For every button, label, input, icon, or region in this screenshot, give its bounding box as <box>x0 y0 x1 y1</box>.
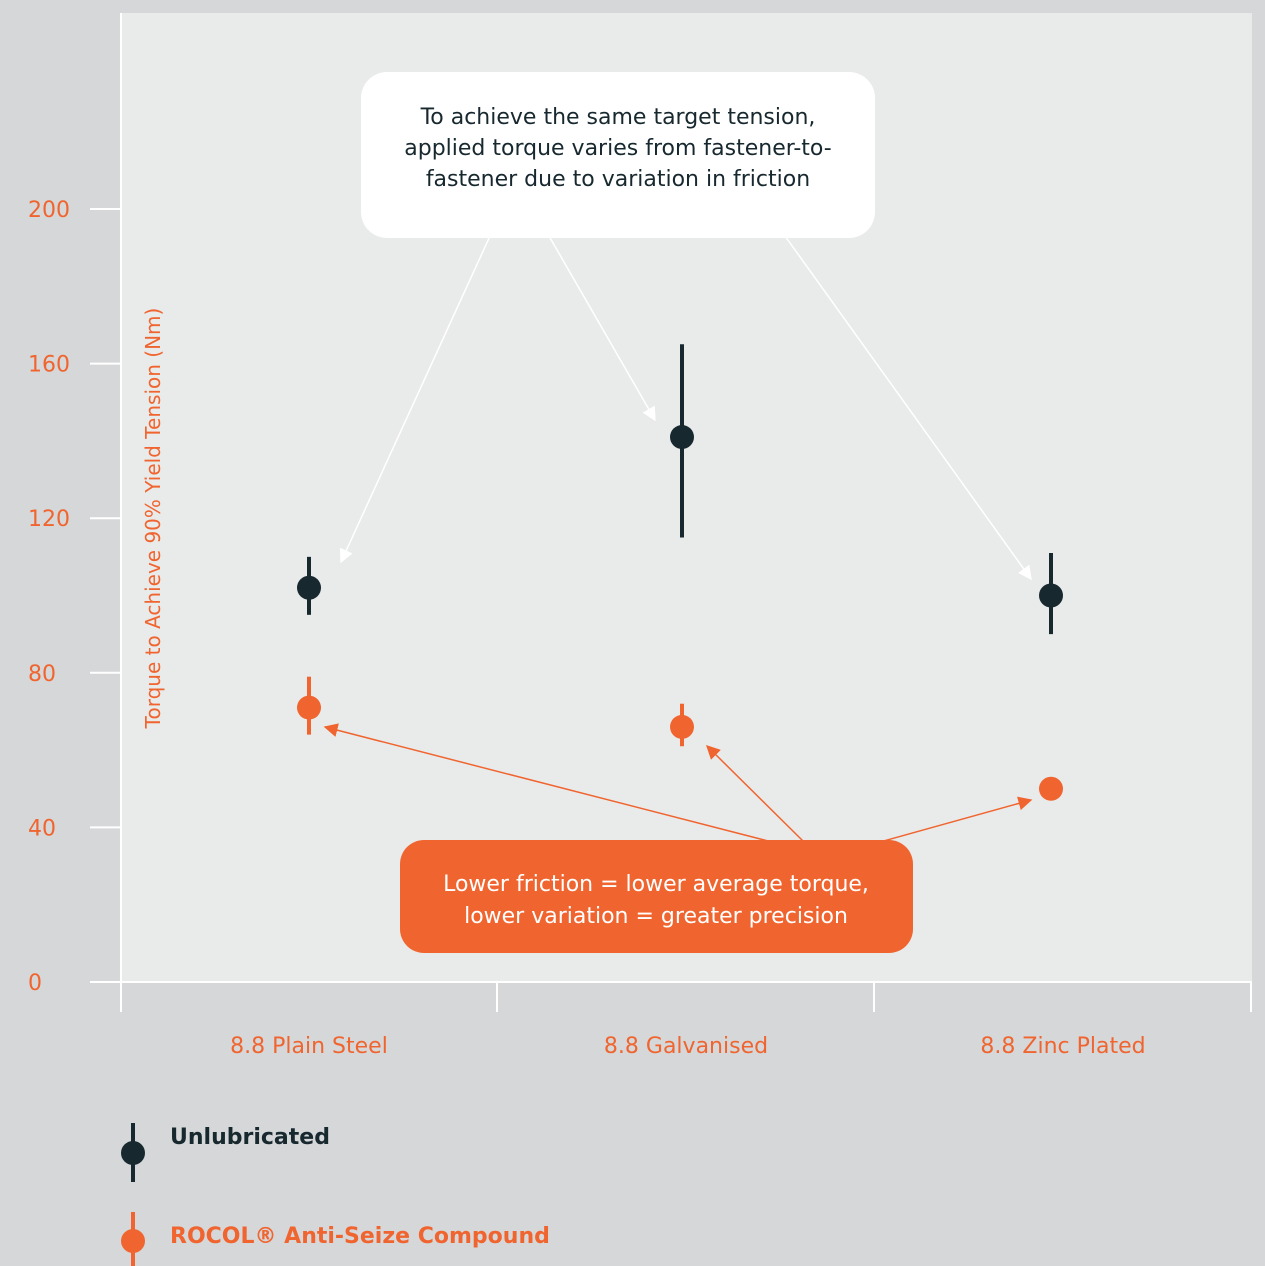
bottom-arrow-zinc-plated <box>879 796 1033 843</box>
axes <box>90 13 1252 1012</box>
data-point <box>670 714 694 739</box>
x-tick-label-plain-steel: 8.8 Plain Steel <box>230 1034 388 1059</box>
legend-item-unlubricated: Unlubricated <box>121 1123 330 1182</box>
top-callout-line-3: fastener due to variation in friction <box>426 167 810 192</box>
data-point <box>1039 776 1063 801</box>
data-point <box>1039 583 1063 608</box>
legend-label-unlubricated: Unlubricated <box>170 1125 330 1150</box>
series-rocol <box>297 676 1063 801</box>
data-point <box>297 695 321 720</box>
data-points <box>297 344 1063 801</box>
top-arrow-zinc-plated <box>784 235 1032 581</box>
data-point <box>297 575 321 600</box>
series-unlubricated <box>297 344 1063 635</box>
legend-marker-rocol-dot <box>121 1229 145 1253</box>
legend-item-rocol: ROCOL® Anti-Seize Compound <box>121 1212 550 1266</box>
x-tick-label-galvanised: 8.8 Galvanised <box>604 1034 768 1059</box>
top-callout-line-1: To achieve the same target tension, <box>420 105 816 130</box>
bottom-callout: Lower friction = lower average torque, l… <box>400 840 913 953</box>
y-axis-label: Torque to Achieve 90% Yield Tension (Nm) <box>141 308 165 730</box>
legend-marker-unlubricated-dot <box>121 1141 145 1165</box>
y-axis-ticks: 0 40 80 120 160 200 <box>28 198 121 996</box>
y-tick-label: 160 <box>28 353 70 378</box>
top-arrow-galvanised <box>548 235 656 422</box>
bottom-callout-line-1: Lower friction = lower average torque, <box>443 872 869 897</box>
y-tick-label: 80 <box>28 662 56 687</box>
y-tick-label: 120 <box>28 507 70 532</box>
legend-label-rocol: ROCOL® Anti-Seize Compound <box>170 1224 550 1249</box>
top-callout-box <box>361 72 875 238</box>
top-arrow-plain-steel <box>339 235 491 564</box>
bottom-callout-box <box>400 840 913 953</box>
top-callout-line-2: applied torque varies from fastener-to- <box>404 136 832 161</box>
x-tick-label-zinc-plated: 8.8 Zinc Plated <box>980 1034 1145 1059</box>
x-axis-labels: 8.8 Plain Steel 8.8 Galvanised 8.8 Zinc … <box>230 1034 1145 1059</box>
data-point <box>670 425 694 450</box>
y-tick-label: 40 <box>28 816 56 841</box>
top-callout: To achieve the same target tension, appl… <box>361 72 875 238</box>
bottom-callout-arrows <box>323 723 1033 843</box>
legend: Unlubricated ROCOL® Anti-Seize Compound <box>121 1123 550 1266</box>
top-callout-arrows <box>339 235 1032 581</box>
y-tick-label: 200 <box>28 198 70 223</box>
bottom-callout-line-2: lower variation = greater precision <box>464 904 848 929</box>
bottom-arrow-plain-steel <box>323 723 773 843</box>
y-tick-label: 0 <box>28 971 42 996</box>
bottom-arrow-galvanised <box>706 745 805 843</box>
